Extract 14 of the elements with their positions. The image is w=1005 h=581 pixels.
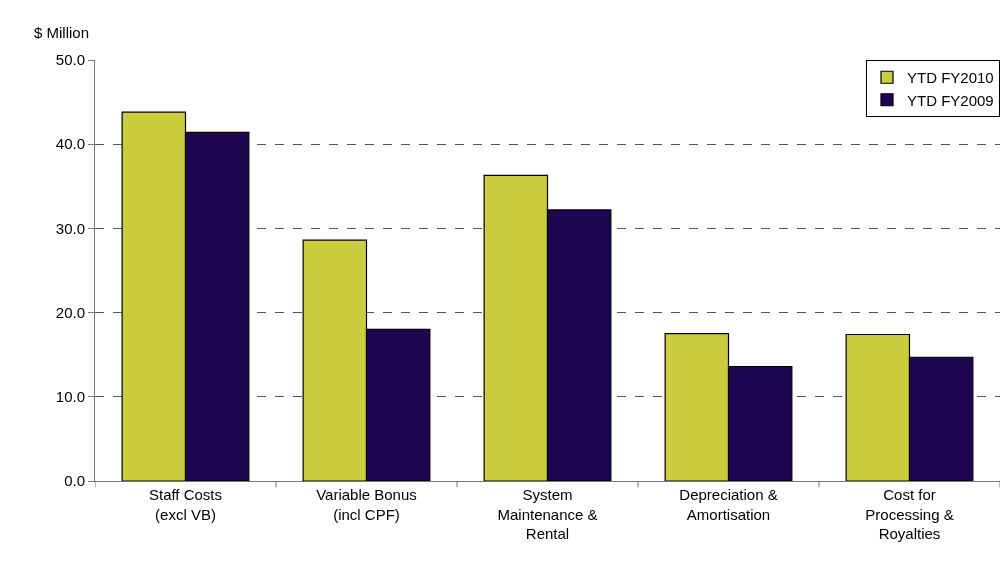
y-tick-label: 50.0 <box>55 51 85 69</box>
x-tick-label: Staff Costs (excl VB) <box>148 486 223 523</box>
x-tick-label: Cost for Processing & Royalties <box>865 486 954 542</box>
x-tick-label: System Maintenance & Rental <box>497 486 598 542</box>
y-axis-title: $ Million <box>34 24 90 41</box>
y-tick-label: 30.0 <box>55 219 85 237</box>
legend-label: YTD FY2010 <box>907 69 994 87</box>
y-tick-label: 10.0 <box>55 388 85 406</box>
x-tick-label: Depreciation & Amortisation <box>679 486 778 523</box>
y-tick-label: 40.0 <box>55 135 85 153</box>
y-tick-label: 20.0 <box>55 303 85 321</box>
legend-label: YTD FY2009 <box>907 91 994 109</box>
x-tick-label: Variable Bonus (incl CPF) <box>316 486 417 523</box>
y-tick-label: 0.0 <box>64 472 85 490</box>
